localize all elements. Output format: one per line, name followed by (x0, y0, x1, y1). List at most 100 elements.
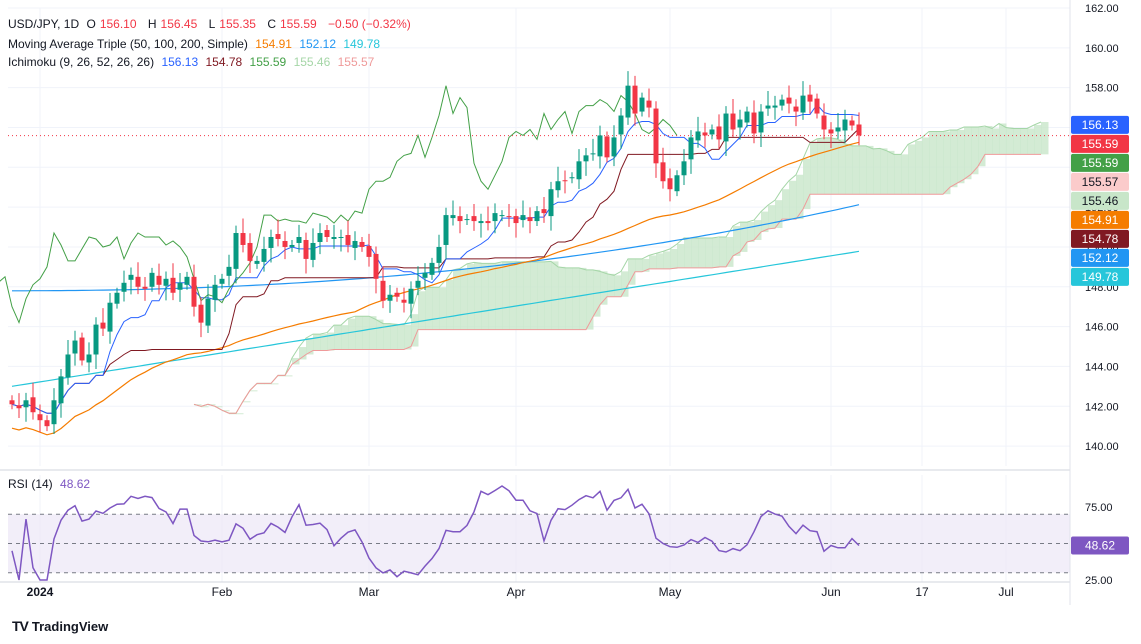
cloud-segment (656, 253, 664, 269)
high-label: H (147, 17, 157, 31)
candle-body (184, 276, 190, 285)
candle-body (163, 278, 169, 286)
candle (611, 125, 617, 167)
open-value: 156.10 (99, 17, 137, 31)
candle-body (856, 124, 862, 136)
candle (247, 233, 253, 274)
candle-body (597, 135, 603, 157)
candle (331, 224, 337, 249)
cloud-segment (299, 347, 307, 360)
candle-body (51, 400, 57, 425)
candle (198, 297, 204, 338)
candle (632, 75, 638, 126)
cloud-segment (348, 318, 356, 350)
price-tag-bg (1071, 210, 1129, 229)
candle (51, 388, 57, 434)
ma-legend-label: Moving Average Triple (50, 100, 200, Sim… (8, 37, 248, 51)
price-tag-bg (1071, 248, 1129, 267)
cloud-segment (684, 237, 692, 268)
candle (58, 369, 64, 418)
cloud-segment (1013, 128, 1021, 155)
candle (205, 284, 211, 333)
candle (730, 99, 736, 137)
price-tag-label: 154.78 (1082, 232, 1119, 246)
cloud-segment (579, 267, 587, 330)
tradingview-name: TradingView (31, 619, 109, 634)
cloud-segment (229, 413, 237, 415)
cloud-segment (404, 324, 412, 350)
cloud-segment (929, 131, 937, 195)
tradingview-icon: TV (12, 618, 29, 634)
cloud-segment (915, 140, 923, 195)
candle-body (436, 246, 442, 263)
cloud-segment (271, 383, 279, 385)
cloud-segment (642, 258, 650, 272)
cloud-segment (768, 205, 776, 230)
candle (23, 392, 29, 422)
candle-body (142, 286, 148, 289)
candle (688, 130, 694, 174)
candle (590, 138, 596, 161)
candle (233, 225, 239, 284)
candle (842, 109, 848, 143)
cloud-segment (432, 287, 440, 330)
candle (380, 266, 386, 309)
cloud-segment (467, 263, 475, 330)
cloud-segment (775, 200, 783, 229)
cloud-segment (523, 261, 531, 330)
cloud-segment (712, 237, 720, 268)
rsi-legend[interactable]: RSI (14) 48.62 (8, 477, 94, 491)
candle (513, 208, 519, 238)
candle (303, 232, 309, 274)
cloud-segment (985, 125, 993, 155)
candle-body (16, 405, 22, 409)
cloud-segment (607, 273, 615, 297)
candle (695, 116, 701, 148)
cloud-segment (215, 406, 223, 408)
price-tag-label: 155.59 (1082, 156, 1119, 170)
candle-body (548, 189, 554, 217)
candle-body (618, 115, 624, 135)
x-tick-label: 2024 (27, 585, 54, 599)
candle-body (541, 209, 547, 214)
price-tag-bg (1071, 172, 1129, 191)
cloud-segment (691, 237, 699, 268)
cloud-segment (243, 401, 251, 403)
candle-body (835, 127, 841, 132)
cloud-segment (922, 137, 930, 195)
candle-body (317, 233, 323, 242)
candle (177, 273, 183, 302)
cloud-segment (1027, 128, 1035, 155)
ma-legend[interactable]: Moving Average Triple (50, 100, 200, Sim… (8, 37, 384, 51)
candle (660, 147, 666, 189)
candle (499, 210, 505, 222)
price-tag: 155.59 (1071, 134, 1129, 153)
cloud-segment (355, 316, 363, 350)
candle (443, 207, 449, 260)
symbol-label[interactable]: USD/JPY, 1D (8, 17, 80, 31)
price-tag-label: 149.78 (1082, 270, 1119, 284)
candle-body (478, 221, 484, 224)
candle-body (457, 216, 463, 222)
candle-body (170, 277, 176, 293)
candle (800, 81, 806, 120)
ichimoku-legend[interactable]: Ichimoku (9, 26, 52, 26, 26) 156.13 154.… (8, 55, 378, 69)
candle (429, 257, 435, 280)
y-tick-label: 140.00 (1085, 441, 1119, 453)
cloud-segment (754, 220, 762, 240)
x-tick-label: Jul (998, 585, 1013, 599)
tradingview-logo[interactable]: TV TradingView (12, 618, 108, 634)
candle-body (772, 105, 778, 108)
cloud-segment (866, 145, 874, 195)
cloud-segment (901, 154, 909, 195)
ma100-value: 152.12 (299, 37, 337, 51)
candle-body (233, 233, 239, 269)
cloud-segment (285, 375, 293, 377)
cloud-segment (782, 189, 790, 220)
cloud-segment (194, 404, 202, 406)
cloud-segment (999, 123, 1007, 155)
candle-body (695, 131, 701, 141)
cloud-segment (971, 126, 979, 175)
cloud-segment (880, 148, 888, 195)
cloud-segment (460, 268, 468, 330)
